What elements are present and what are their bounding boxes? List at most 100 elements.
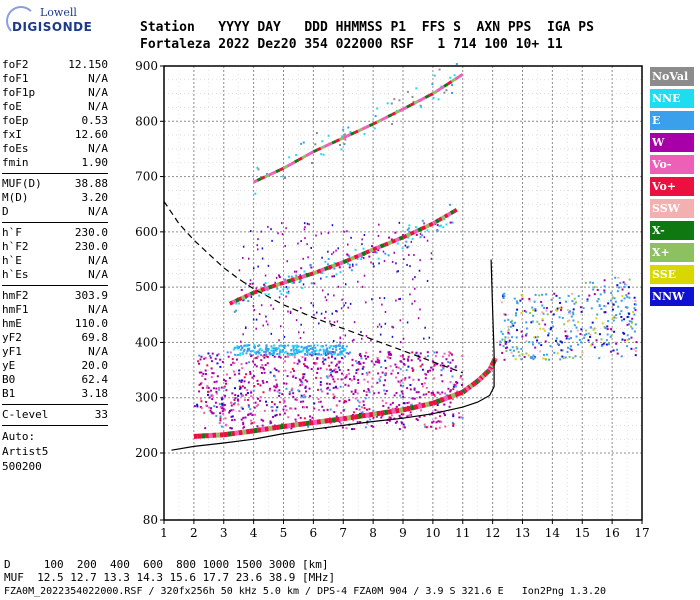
echo-point — [302, 331, 305, 334]
echo-point — [341, 372, 344, 375]
trace-o-mode — [461, 388, 467, 395]
echo-point — [427, 391, 430, 394]
echo-point — [365, 351, 368, 354]
echo-point — [633, 330, 636, 333]
echo-point — [198, 354, 201, 357]
echo-point — [358, 401, 361, 404]
echo-point — [223, 409, 226, 412]
param-row: foF2 12.150 — [2, 58, 108, 71]
echo-point — [292, 353, 295, 356]
echo-point — [291, 387, 294, 390]
echo-point — [254, 192, 257, 195]
echo-point — [551, 321, 554, 324]
echo-point — [343, 348, 346, 351]
echo-point — [443, 91, 446, 94]
echo-point — [530, 321, 533, 324]
echo-point — [623, 339, 626, 342]
x-tick-label: 3 — [220, 526, 228, 540]
trace-3hop — [264, 173, 270, 179]
echo-point — [413, 388, 416, 391]
echo-point — [274, 386, 277, 389]
echo-point — [542, 327, 545, 330]
echo-point — [274, 349, 277, 352]
echo-point — [221, 410, 224, 413]
echo-point — [437, 98, 440, 101]
echo-point — [244, 344, 247, 347]
echo-point — [281, 233, 284, 236]
echo-point — [364, 354, 367, 357]
echo-point — [399, 394, 402, 397]
echo-point — [414, 300, 416, 303]
echo-point — [370, 385, 373, 388]
echo-point — [459, 375, 462, 378]
echo-point — [400, 390, 403, 393]
echo-point — [298, 280, 301, 283]
echo-point — [205, 404, 208, 407]
echo-point — [397, 372, 400, 375]
echo-point — [250, 295, 253, 298]
echo-point — [407, 227, 410, 230]
echo-point — [290, 407, 293, 410]
echo-point — [327, 356, 330, 359]
echo-point — [395, 262, 397, 265]
echo-point — [399, 384, 402, 387]
echo-point — [558, 306, 561, 309]
echo-point — [564, 334, 567, 337]
echo-point — [310, 161, 313, 164]
echo-point — [300, 267, 303, 270]
trace-2hop — [434, 218, 440, 224]
echo-point — [313, 402, 316, 405]
echo-point — [262, 381, 265, 384]
echo-point — [284, 369, 287, 372]
echo-point — [624, 283, 627, 286]
trace-3hop — [256, 177, 262, 182]
echo-point — [271, 354, 274, 357]
echo-point — [359, 420, 362, 423]
echo-point — [448, 354, 451, 357]
echo-point — [362, 361, 365, 364]
echo-point — [403, 358, 406, 361]
x-tick-label: 15 — [575, 526, 590, 540]
trace-o-mode — [470, 381, 476, 388]
echo-point — [373, 265, 375, 268]
trace-o-mode — [380, 410, 385, 416]
echo-point — [625, 294, 628, 297]
echo-point — [400, 413, 403, 416]
echo-point — [215, 387, 218, 390]
echo-point — [292, 392, 295, 395]
echo-point — [442, 367, 445, 370]
echo-point — [236, 398, 239, 401]
echo-point — [421, 234, 424, 237]
echo-point — [399, 368, 402, 371]
echo-point — [525, 310, 528, 313]
echo-point — [353, 375, 356, 378]
echo-point — [274, 378, 277, 381]
trace-3hop — [413, 100, 419, 105]
echo-point — [362, 400, 365, 403]
echo-point — [453, 74, 456, 77]
echo-point — [410, 397, 413, 400]
echo-point — [441, 380, 444, 383]
echo-point — [339, 341, 341, 344]
echo-point — [325, 368, 328, 371]
echo-point — [604, 327, 607, 330]
y-tick-label: 500 — [135, 280, 158, 294]
trace-o-mode — [256, 427, 262, 433]
echo-point — [289, 371, 292, 374]
trace-2hop — [312, 270, 318, 276]
echo-point — [444, 425, 447, 428]
trace-3hop — [297, 156, 303, 162]
trace-2hop — [391, 238, 397, 244]
echo-point — [215, 380, 218, 383]
echo-point — [367, 355, 370, 358]
echo-point — [587, 332, 590, 335]
trace-2hop — [335, 261, 341, 267]
echo-point — [287, 310, 289, 313]
echo-point — [578, 338, 581, 341]
echo-point — [409, 293, 411, 296]
echo-point — [391, 325, 393, 328]
echo-point — [247, 413, 250, 416]
echo-point — [417, 357, 420, 360]
echo-point — [332, 386, 335, 389]
echo-point — [261, 257, 264, 260]
